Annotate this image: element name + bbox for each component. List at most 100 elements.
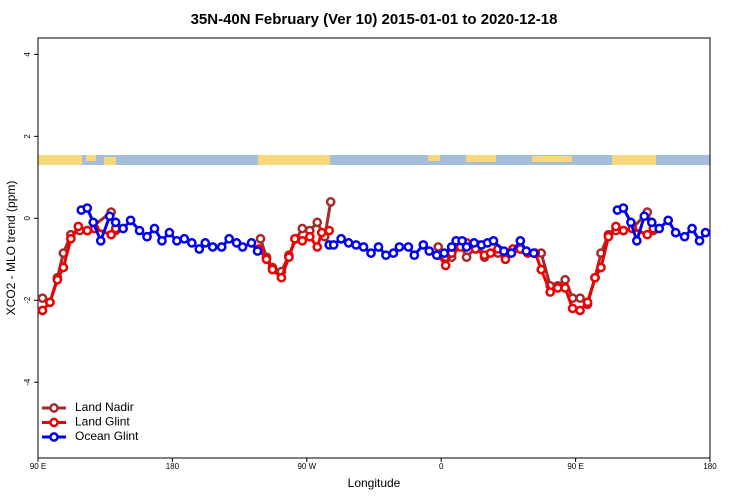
y-tick-label: 0: [23, 216, 32, 221]
data-point: [611, 221, 621, 232]
data-point: [207, 242, 218, 252]
y-tick-label: -4: [23, 378, 32, 386]
data-point: [545, 287, 556, 297]
data-point: [488, 235, 499, 246]
data-point: [440, 260, 451, 271]
data-point: [590, 272, 600, 283]
data-point: [45, 297, 55, 308]
data-point: [521, 246, 532, 256]
data-point: [418, 240, 429, 250]
data-point: [366, 248, 376, 258]
legend-marker: [49, 432, 59, 442]
data-point: [500, 254, 511, 265]
data-point: [358, 242, 369, 252]
x-tick-label: 90 W: [297, 462, 316, 471]
data-point: [276, 272, 287, 283]
data-point: [194, 244, 205, 254]
data-point: [582, 297, 593, 308]
data-point: [118, 223, 128, 234]
data-point: [687, 223, 697, 234]
data-point: [58, 262, 69, 273]
data-point: [646, 217, 657, 228]
data-point: [312, 242, 323, 252]
data-point: [252, 246, 263, 256]
data-point: [267, 264, 278, 275]
data-point: [603, 231, 614, 242]
data-point: [431, 250, 442, 261]
data-point: [567, 303, 578, 314]
data-point: [639, 211, 650, 222]
data-point: [618, 203, 629, 213]
data-point: [82, 203, 93, 213]
data-point: [336, 233, 346, 244]
data-point: [485, 248, 496, 258]
data-point: [52, 274, 63, 285]
y-tick-label: 4: [23, 52, 32, 57]
data-point: [186, 238, 197, 248]
x-tick-label: 180: [166, 462, 180, 471]
data-point: [575, 293, 585, 304]
x-tick-label: 90 E: [30, 462, 46, 471]
data-point: [552, 283, 563, 293]
data-point: [424, 246, 435, 256]
data-point: [200, 238, 211, 248]
legend-label: Land Glint: [75, 415, 130, 429]
data-point: [255, 233, 266, 244]
x-axis-label: Longitude: [348, 476, 401, 490]
data-point: [373, 242, 384, 252]
data-point: [403, 242, 414, 252]
legend-marker: [49, 403, 59, 413]
data-point: [149, 223, 160, 234]
data-point: [394, 242, 405, 252]
data-point: [237, 242, 248, 252]
data-point: [515, 235, 526, 246]
data-point: [461, 242, 472, 252]
data-point: [284, 252, 294, 263]
data-point: [104, 211, 115, 222]
data-point: [631, 235, 642, 246]
data-point: [224, 233, 234, 244]
data-point: [106, 229, 117, 240]
data-point: [343, 238, 354, 248]
data-point: [446, 242, 457, 252]
data-point: [157, 235, 167, 246]
land-ocean-strip: [38, 155, 710, 165]
data-point: [469, 238, 479, 248]
data-point: [670, 227, 681, 238]
data-point: [172, 235, 182, 246]
data-point: [246, 238, 257, 248]
data-point: [663, 215, 674, 226]
data-point: [325, 197, 336, 207]
data-point: [499, 246, 509, 256]
data-point: [618, 225, 629, 236]
data-point: [461, 252, 472, 263]
chart-title: 35N-40N February (Ver 10) 2015-01-01 to …: [191, 11, 558, 28]
data-point: [304, 231, 315, 242]
data-point: [506, 248, 517, 258]
data-point: [216, 242, 227, 252]
data-point: [37, 305, 48, 316]
data-point: [642, 229, 653, 240]
data-point: [110, 217, 121, 228]
data-point: [312, 217, 323, 228]
data-point: [575, 305, 585, 316]
data-point: [142, 231, 152, 242]
data-point: [125, 215, 136, 226]
data-point: [328, 240, 339, 250]
data-point: [433, 242, 444, 252]
data-point: [179, 233, 190, 244]
data-point: [528, 248, 539, 258]
data-point: [82, 225, 93, 236]
data-point: [66, 233, 76, 244]
x-tick-label: 90 E: [567, 462, 583, 471]
legend-label: Ocean Glint: [75, 429, 139, 443]
data-point: [37, 293, 48, 304]
data-point: [679, 231, 690, 242]
data-point: [626, 217, 636, 228]
data-point: [134, 225, 145, 236]
data-point: [351, 240, 361, 250]
data-point: [88, 217, 99, 228]
data-point: [164, 227, 175, 238]
legend-label: Land Nadir: [75, 400, 134, 414]
